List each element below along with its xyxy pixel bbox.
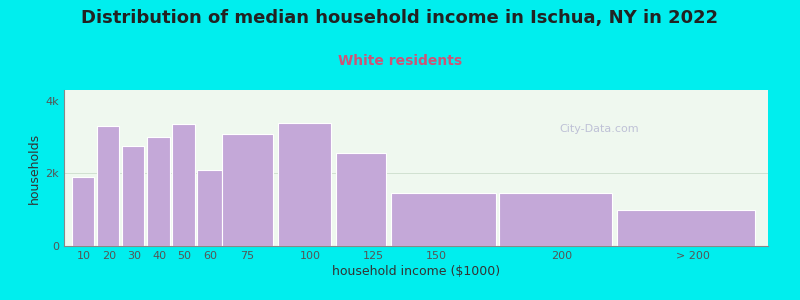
Bar (172, 124, 194, 246)
Bar (617, 210, 755, 246)
Bar (278, 123, 330, 246)
Bar (122, 146, 145, 246)
Bar (147, 137, 170, 246)
Bar (71, 177, 94, 246)
Text: White residents: White residents (338, 54, 462, 68)
Text: City-Data.com: City-Data.com (559, 124, 639, 134)
Bar (222, 134, 273, 246)
Text: Distribution of median household income in Ischua, NY in 2022: Distribution of median household income … (82, 9, 718, 27)
Y-axis label: households: households (28, 132, 42, 204)
Bar (391, 194, 497, 246)
Bar (198, 170, 222, 246)
Bar (499, 194, 612, 246)
X-axis label: household income ($1000): household income ($1000) (332, 265, 500, 278)
Bar (335, 154, 386, 246)
Bar (97, 126, 119, 246)
